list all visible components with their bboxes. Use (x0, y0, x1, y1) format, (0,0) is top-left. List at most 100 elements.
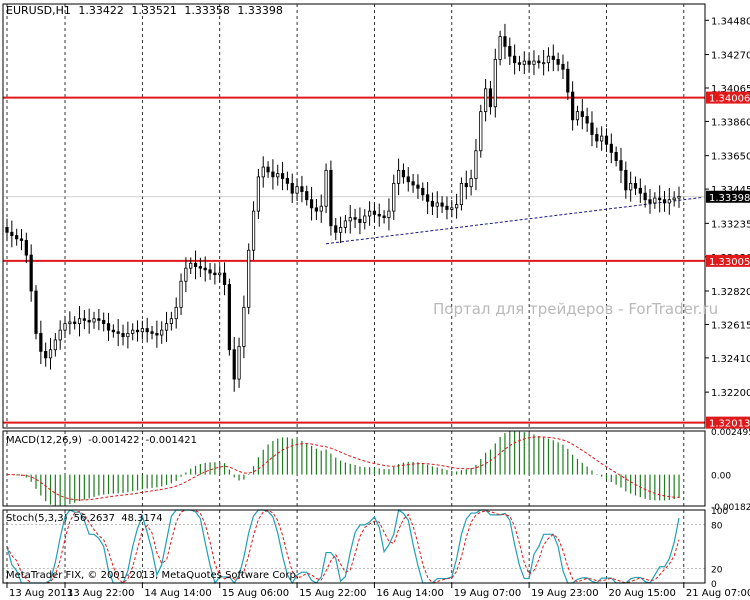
candle-body (150, 331, 154, 334)
candle-body (396, 169, 401, 184)
candle-body (435, 202, 439, 207)
candles (5, 23, 681, 392)
watermark: Портал для трейдеров - ForTrader.ru (433, 300, 718, 318)
candle-body (571, 91, 575, 121)
macd-tick-label: 0.002495 (711, 428, 750, 438)
chart-frames (2, 3, 706, 584)
candle-body (662, 199, 667, 204)
x-tick-label: 13 Aug 2013 (9, 588, 73, 599)
macd-header: MACD(12,26,9) -0.001422 -0.001421 (6, 435, 197, 446)
candle-body (527, 60, 531, 65)
candle-body (189, 262, 193, 269)
price-tick-label: 1.33650 (711, 152, 750, 163)
candle-body (426, 194, 430, 202)
candle-body (334, 225, 338, 233)
candle-body (179, 280, 183, 308)
stoch-tick-label: 0 (711, 580, 717, 590)
candle-body (29, 254, 33, 292)
current-price-badge (706, 190, 750, 203)
candle-body (319, 205, 323, 212)
macd-histogram (6, 431, 680, 507)
candle-body (87, 319, 91, 323)
x-tick-label: 19 Aug 07:00 (454, 588, 521, 599)
candle-body (633, 182, 638, 189)
candle-body (300, 186, 304, 192)
candle-body (469, 178, 473, 188)
candle-body (237, 346, 241, 380)
candle-body (164, 323, 169, 331)
candle-body (343, 220, 348, 228)
candle-body (102, 319, 106, 325)
candle-body (58, 329, 62, 341)
price-tick-label: 1.33235 (711, 219, 750, 230)
x-tick-label: 21 Aug 07:00 (686, 588, 750, 599)
candle-body (285, 178, 290, 184)
candle-body (421, 187, 425, 196)
stoch-signal-line (6, 509, 680, 584)
candle-body (121, 333, 125, 338)
candle-body (203, 267, 207, 271)
candle-body (532, 60, 536, 65)
candle-body (430, 200, 435, 207)
candle-body (111, 329, 115, 333)
candle-body (595, 134, 599, 142)
candle-body (39, 333, 43, 352)
candle-body (382, 215, 386, 219)
candle-body (309, 199, 314, 209)
candle-body (184, 267, 188, 282)
panel-frame (2, 430, 706, 507)
candle-body (256, 176, 260, 212)
stoch-tick-label: 100 (711, 507, 728, 517)
candle-body (232, 349, 236, 380)
candle-body (377, 213, 381, 217)
candle-body (658, 197, 662, 201)
candle-body (208, 269, 212, 274)
candle-body (48, 349, 53, 359)
candle-body (367, 210, 372, 217)
candle-body (474, 150, 478, 179)
support-resistance-lines (3, 96, 705, 424)
candle-body (440, 202, 444, 207)
candle-body (450, 207, 454, 210)
ohlc-open: 1.33422 (78, 4, 124, 17)
candle-body (614, 151, 618, 161)
candle-body (638, 187, 642, 194)
macd-tick-label: 0.00 (711, 472, 731, 482)
candle-body (24, 240, 28, 256)
symbol-label: EURUSD,H1 (6, 4, 71, 17)
candle-body (106, 323, 111, 331)
candle-body (314, 207, 319, 212)
candle-body (575, 111, 580, 121)
candle-body (82, 318, 86, 321)
candle-body (169, 318, 173, 325)
candle-body (145, 328, 149, 333)
candle-body (566, 68, 570, 93)
candle-body (503, 36, 507, 47)
candle-body (672, 197, 676, 201)
macd-signal-value: -0.001421 (146, 435, 197, 446)
price-tick-label: 1.34065 (711, 84, 750, 95)
stoch-name: Stoch(5,3,3) (6, 513, 68, 524)
candle-body (580, 111, 584, 117)
price-tick-label: 1.33445 (711, 185, 750, 196)
price-tick-label: 1.34270 (711, 51, 750, 62)
candle-body (329, 169, 333, 227)
level-price-label: 1.33005 (709, 257, 750, 268)
candle-body (479, 111, 483, 152)
candle-body (546, 55, 551, 64)
candle-body (77, 318, 82, 325)
price-tick-label: 1.32200 (711, 388, 750, 399)
stoch-tick-label: 80 (711, 522, 723, 532)
stoch-tick-label: 20 (711, 565, 723, 575)
ohlc-close: 1.33398 (237, 4, 283, 17)
candle-body (227, 284, 231, 351)
candle-body (522, 60, 526, 65)
candle-body (305, 191, 309, 201)
candle-body (667, 199, 671, 204)
candle-body (5, 227, 9, 233)
candle-body (372, 210, 377, 215)
candle-body (677, 196, 681, 199)
candle-body (213, 272, 217, 276)
